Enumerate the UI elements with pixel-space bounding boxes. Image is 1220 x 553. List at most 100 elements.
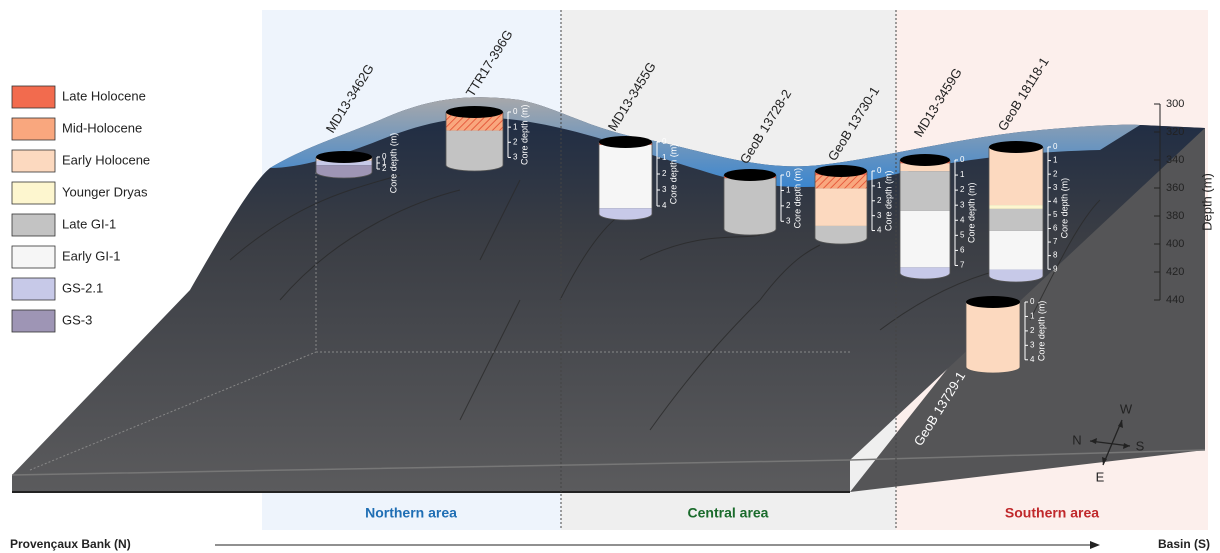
core-depth-tick: 0 (662, 137, 667, 146)
core-bottom (315, 171, 373, 179)
core-depth-label: Core depth (m) (966, 182, 976, 243)
block-edge (11, 449, 1206, 476)
core-depth-tick: 2 (1030, 326, 1035, 335)
area-label: Northern area (365, 505, 457, 521)
legend-label: Late Holocene (62, 88, 146, 103)
core-depth-tick: 4 (960, 215, 965, 224)
core-depth-tick: 1 (513, 122, 518, 131)
core-depth-tick: 1 (1053, 156, 1058, 165)
legend-swatch (11, 149, 56, 173)
core-top (446, 106, 503, 118)
core-bottom (723, 228, 777, 236)
core-depth-tick: 1 (382, 158, 387, 167)
core-layer (989, 147, 1043, 206)
core-layer (989, 208, 1043, 231)
core-layer (599, 208, 652, 214)
core-depth-label: Core depth (m) (1059, 178, 1069, 239)
core-layer (446, 130, 503, 165)
core-depth-tick: 1 (960, 170, 965, 179)
core-depth-tick: 8 (1053, 251, 1058, 260)
core-depth-tick: 3 (877, 211, 882, 220)
core-depth-tick: 6 (960, 246, 965, 255)
core-depth-label: Core depth (m) (668, 144, 678, 205)
core-bottom (598, 213, 653, 221)
block-side (850, 125, 1205, 492)
legend-label: Younger Dryas (62, 184, 148, 199)
core-top (900, 154, 950, 166)
compass-w: W (1120, 401, 1133, 416)
core-depth-tick: 9 (1053, 264, 1058, 273)
core-top (316, 151, 372, 163)
core-depth-tick: 0 (1053, 142, 1058, 151)
area-label: Central area (688, 505, 769, 521)
core-depth-tick: 0 (960, 155, 965, 164)
core-depth-tick: 1 (786, 186, 791, 195)
core-layer (815, 175, 867, 189)
core-layer (900, 210, 950, 268)
depth-axis-title: Depth (m) (1199, 173, 1214, 231)
legend-swatch (11, 181, 56, 205)
core-depth-tick: 4 (877, 226, 882, 235)
legend-label: GS-3 (62, 312, 92, 327)
legend-swatch (11, 85, 56, 109)
core-depth-tick: 0 (382, 152, 387, 161)
core-depth-tick: 4 (662, 201, 667, 210)
core-depth-label: Core depth (m) (519, 104, 529, 165)
core-top (815, 165, 867, 177)
core-depth-tick: 6 (1053, 224, 1058, 233)
compass (1089, 419, 1131, 466)
depth-tick-label: 380 (1166, 210, 1184, 222)
core-depth-label: Core depth (m) (792, 168, 802, 229)
legend-swatch (11, 213, 56, 237)
core-layer (815, 188, 867, 226)
depth-tick-label: 440 (1166, 294, 1184, 306)
core-depth-label: Core depth (m) (1036, 301, 1046, 362)
depth-tick-label: 400 (1166, 238, 1184, 250)
core-depth-tick: 2 (960, 185, 965, 194)
core-depth-tick: 0 (513, 107, 518, 116)
core-depth-tick: 2 (1053, 169, 1058, 178)
area-label: Southern area (1005, 505, 1099, 521)
core-layer (724, 178, 776, 229)
depth-tick-label: 340 (1166, 154, 1184, 166)
legend-label: GS-2.1 (62, 280, 103, 295)
compass-e: E (1096, 469, 1105, 484)
core-layer (900, 267, 950, 273)
core-depth-tick: 3 (960, 200, 965, 209)
legend-label: Early GI-1 (62, 248, 121, 263)
depth-tick-label: 320 (1166, 126, 1184, 138)
core-depth-tick: 4 (1053, 196, 1058, 205)
core-layer (989, 269, 1043, 276)
core-depth-tick: 1 (662, 153, 667, 162)
core-depth-tick: 7 (1053, 237, 1058, 246)
core-depth-tick: 2 (786, 201, 791, 210)
core-depth-tick: 1 (877, 181, 882, 190)
arrow-head (1090, 541, 1100, 549)
core-layer (599, 144, 652, 209)
legend-label: Mid-Holocene (62, 120, 142, 135)
core-depth-tick: 2 (382, 164, 387, 173)
core-top (989, 141, 1043, 153)
core-depth-tick: 5 (1053, 210, 1058, 219)
core-depth-label: Core depth (m) (388, 133, 398, 194)
core-top (966, 296, 1020, 308)
legend-label: Late GI-1 (62, 216, 116, 231)
legend-swatch (11, 309, 56, 333)
core-depth-tick: 0 (786, 170, 791, 179)
core-depth-tick: 0 (1030, 297, 1035, 306)
core-bottom (988, 275, 1044, 283)
legend-label: Early Holocene (62, 152, 150, 167)
core-layer (966, 302, 1020, 367)
core-depth-tick: 5 (960, 230, 965, 239)
compass-s: S (1136, 438, 1145, 453)
core-depth-tick: 3 (1030, 340, 1035, 349)
legend-swatch (11, 277, 56, 301)
core-layer (815, 225, 867, 238)
core-layer (316, 165, 372, 172)
depth-tick-label: 300 (1166, 98, 1184, 110)
core-top (724, 169, 776, 181)
core-depth-tick: 4 (1030, 355, 1035, 364)
compass-n: N (1072, 432, 1081, 447)
legend-swatch (11, 245, 56, 269)
